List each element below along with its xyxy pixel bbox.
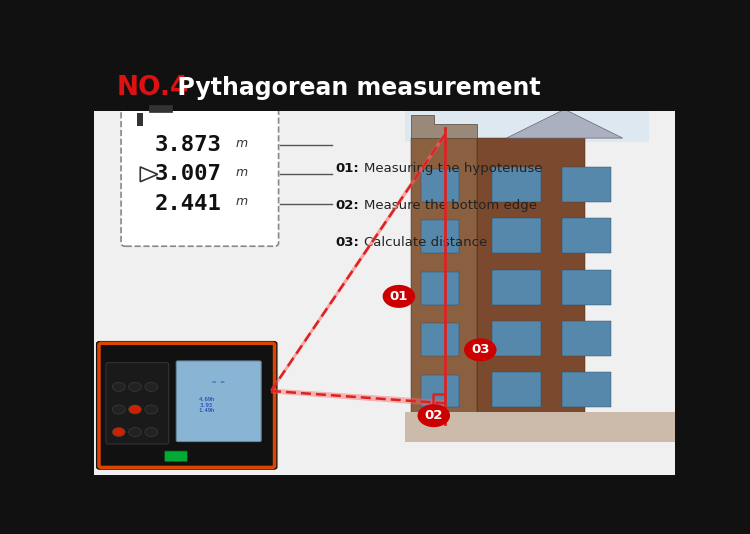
Bar	[94, 112, 675, 475]
FancyBboxPatch shape	[97, 342, 277, 469]
Circle shape	[129, 428, 142, 437]
Text: m: m	[236, 166, 248, 179]
Bar	[421, 374, 459, 407]
Polygon shape	[271, 389, 446, 406]
Text: 03: 03	[471, 343, 490, 356]
Text: 2.441: 2.441	[154, 193, 221, 214]
Bar	[492, 321, 542, 356]
Text: NO.4: NO.4	[117, 75, 189, 101]
Bar	[421, 272, 459, 304]
Text: Pythagorean measurement: Pythagorean measurement	[160, 76, 540, 100]
Text: Calculate distance: Calculate distance	[364, 237, 488, 249]
Circle shape	[129, 405, 142, 414]
Text: Measuring the hypotenuse: Measuring the hypotenuse	[364, 162, 542, 176]
Bar	[410, 138, 477, 424]
Bar	[421, 323, 459, 356]
Bar	[562, 167, 611, 202]
Text: 3.007: 3.007	[154, 164, 221, 184]
FancyBboxPatch shape	[176, 361, 261, 442]
Polygon shape	[410, 115, 477, 138]
Text: 02:: 02:	[335, 199, 358, 213]
Bar	[477, 138, 585, 424]
Bar	[94, 64, 675, 112]
Bar	[405, 412, 704, 442]
Bar	[137, 113, 143, 126]
Circle shape	[112, 382, 125, 391]
Bar	[421, 221, 459, 253]
Text: i: i	[136, 107, 140, 117]
Circle shape	[145, 428, 158, 437]
Text: 01: 01	[390, 290, 408, 303]
Bar	[492, 270, 542, 304]
Bar	[492, 373, 542, 407]
Text: 03:: 03:	[335, 237, 358, 249]
Text: m: m	[236, 137, 248, 150]
Text: 4.69h
3.93
1.49h: 4.69h 3.93 1.49h	[199, 397, 214, 413]
Bar	[562, 321, 611, 356]
Bar	[562, 270, 611, 304]
FancyBboxPatch shape	[106, 363, 169, 444]
FancyBboxPatch shape	[165, 451, 188, 462]
Polygon shape	[506, 109, 622, 138]
Polygon shape	[271, 131, 446, 394]
Bar	[562, 218, 611, 253]
Circle shape	[112, 428, 125, 437]
Circle shape	[418, 404, 450, 427]
Text: 02: 02	[424, 409, 443, 422]
Bar	[405, 40, 649, 142]
Circle shape	[382, 285, 416, 308]
Text: m: m	[236, 195, 248, 208]
Text: 01:: 01:	[335, 162, 358, 176]
Bar	[149, 105, 172, 112]
Text: = =: = =	[212, 379, 225, 384]
Circle shape	[145, 405, 158, 414]
Circle shape	[112, 405, 125, 414]
Text: Measure the bottom edge: Measure the bottom edge	[364, 199, 537, 213]
Bar	[421, 169, 459, 202]
Circle shape	[145, 382, 158, 391]
Text: 3.873: 3.873	[154, 135, 221, 155]
Circle shape	[129, 382, 142, 391]
FancyBboxPatch shape	[121, 93, 278, 246]
Bar	[562, 373, 611, 407]
Circle shape	[464, 339, 496, 362]
Bar	[492, 218, 542, 253]
Bar	[492, 167, 542, 202]
